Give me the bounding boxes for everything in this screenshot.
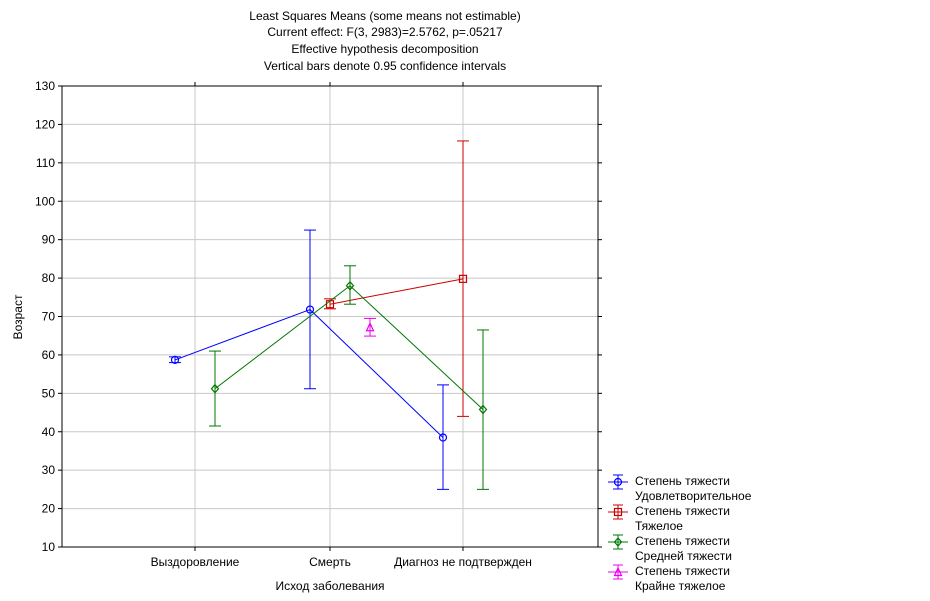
legend-label: Степень тяжести Тяжелое — [635, 504, 730, 534]
x-tick-label: Смерть — [309, 555, 351, 569]
legend-marker — [613, 537, 623, 547]
y-tick-label: 90 — [42, 233, 56, 247]
legend-symbol — [608, 534, 628, 550]
y-tick-label: 30 — [42, 463, 56, 477]
legend-symbol — [608, 564, 628, 580]
y-tick-label: 10 — [42, 540, 56, 554]
x-axis-label: Исход заболевания — [275, 579, 384, 593]
x-tick-label: Диагноз не подтвержден — [394, 555, 532, 569]
plot-frame — [61, 85, 599, 548]
legend-marker — [613, 566, 623, 577]
legend-symbol — [608, 504, 628, 520]
chart-title-line-4: Vertical bars denote 0.95 confidence int… — [263, 59, 507, 73]
y-tick-label: 60 — [42, 348, 56, 362]
legend-label-line: Степень тяжести — [635, 564, 730, 578]
y-axis-label: Возраст — [11, 294, 25, 339]
legend-label: Степень тяжести Удовлетворительное — [635, 474, 751, 504]
legend-label-line: Степень тяжести — [635, 474, 730, 488]
legend-item: Степень тяжести Тяжелое — [606, 504, 926, 534]
legend-label-line: Удовлетворительное — [635, 489, 752, 503]
series-3 — [364, 317, 376, 337]
y-tick-label: 100 — [35, 194, 55, 208]
legend-label-line: Крайне тяжелое — [635, 579, 726, 593]
data-point — [210, 383, 220, 394]
legend: Степень тяжести Удовлетворительное Степень… — [606, 474, 926, 594]
legend-label: Степень тяжести Средней тяжести — [635, 534, 732, 564]
legend-label-line: Степень тяжести — [635, 504, 730, 518]
legend-marker — [613, 477, 623, 487]
data-point — [458, 274, 468, 283]
x-tick-label: Выздоровление — [151, 555, 240, 569]
series-line — [329, 278, 464, 305]
y-tick-label: 20 — [42, 502, 56, 516]
y-tick-label: 80 — [42, 271, 56, 285]
legend-item: Степень тяжести Удовлетворительное — [606, 474, 926, 504]
legend-label-line: Тяжелое — [635, 519, 683, 533]
data-point — [438, 433, 448, 442]
chart-title-line-3: Effective hypothesis decomposition — [291, 42, 479, 56]
data-point — [345, 280, 355, 291]
chart-title-line-1: Least Squares Means (some means not esti… — [249, 9, 521, 23]
chart-title-line-2: Current effect: F(3, 2983)=2.5762, p=.05… — [267, 25, 503, 39]
data-point — [170, 355, 180, 365]
legend-item: Степень тяжести Крайне тяжелое — [606, 564, 926, 594]
data-point — [305, 305, 315, 314]
series-0 — [169, 229, 449, 490]
y-tick-label: 70 — [42, 310, 56, 324]
legend-symbol — [608, 474, 628, 490]
y-tick-label: 40 — [42, 425, 56, 439]
y-tick-label: 50 — [42, 386, 56, 400]
y-tick-label: 120 — [35, 117, 55, 131]
data-point — [478, 404, 488, 415]
legend-item: Степень тяжести Средней тяжести — [606, 534, 926, 564]
legend-marker — [613, 507, 623, 517]
y-tick-label: 130 — [35, 79, 55, 93]
legend-label-line: Средней тяжести — [635, 549, 732, 563]
series-2 — [209, 265, 489, 490]
legend-label: Степень тяжести Крайне тяжелое — [635, 564, 730, 594]
series-1 — [324, 140, 469, 417]
y-tick-label: 110 — [36, 156, 55, 170]
data-point — [365, 321, 375, 332]
legend-label-line: Степень тяжести — [635, 534, 730, 548]
